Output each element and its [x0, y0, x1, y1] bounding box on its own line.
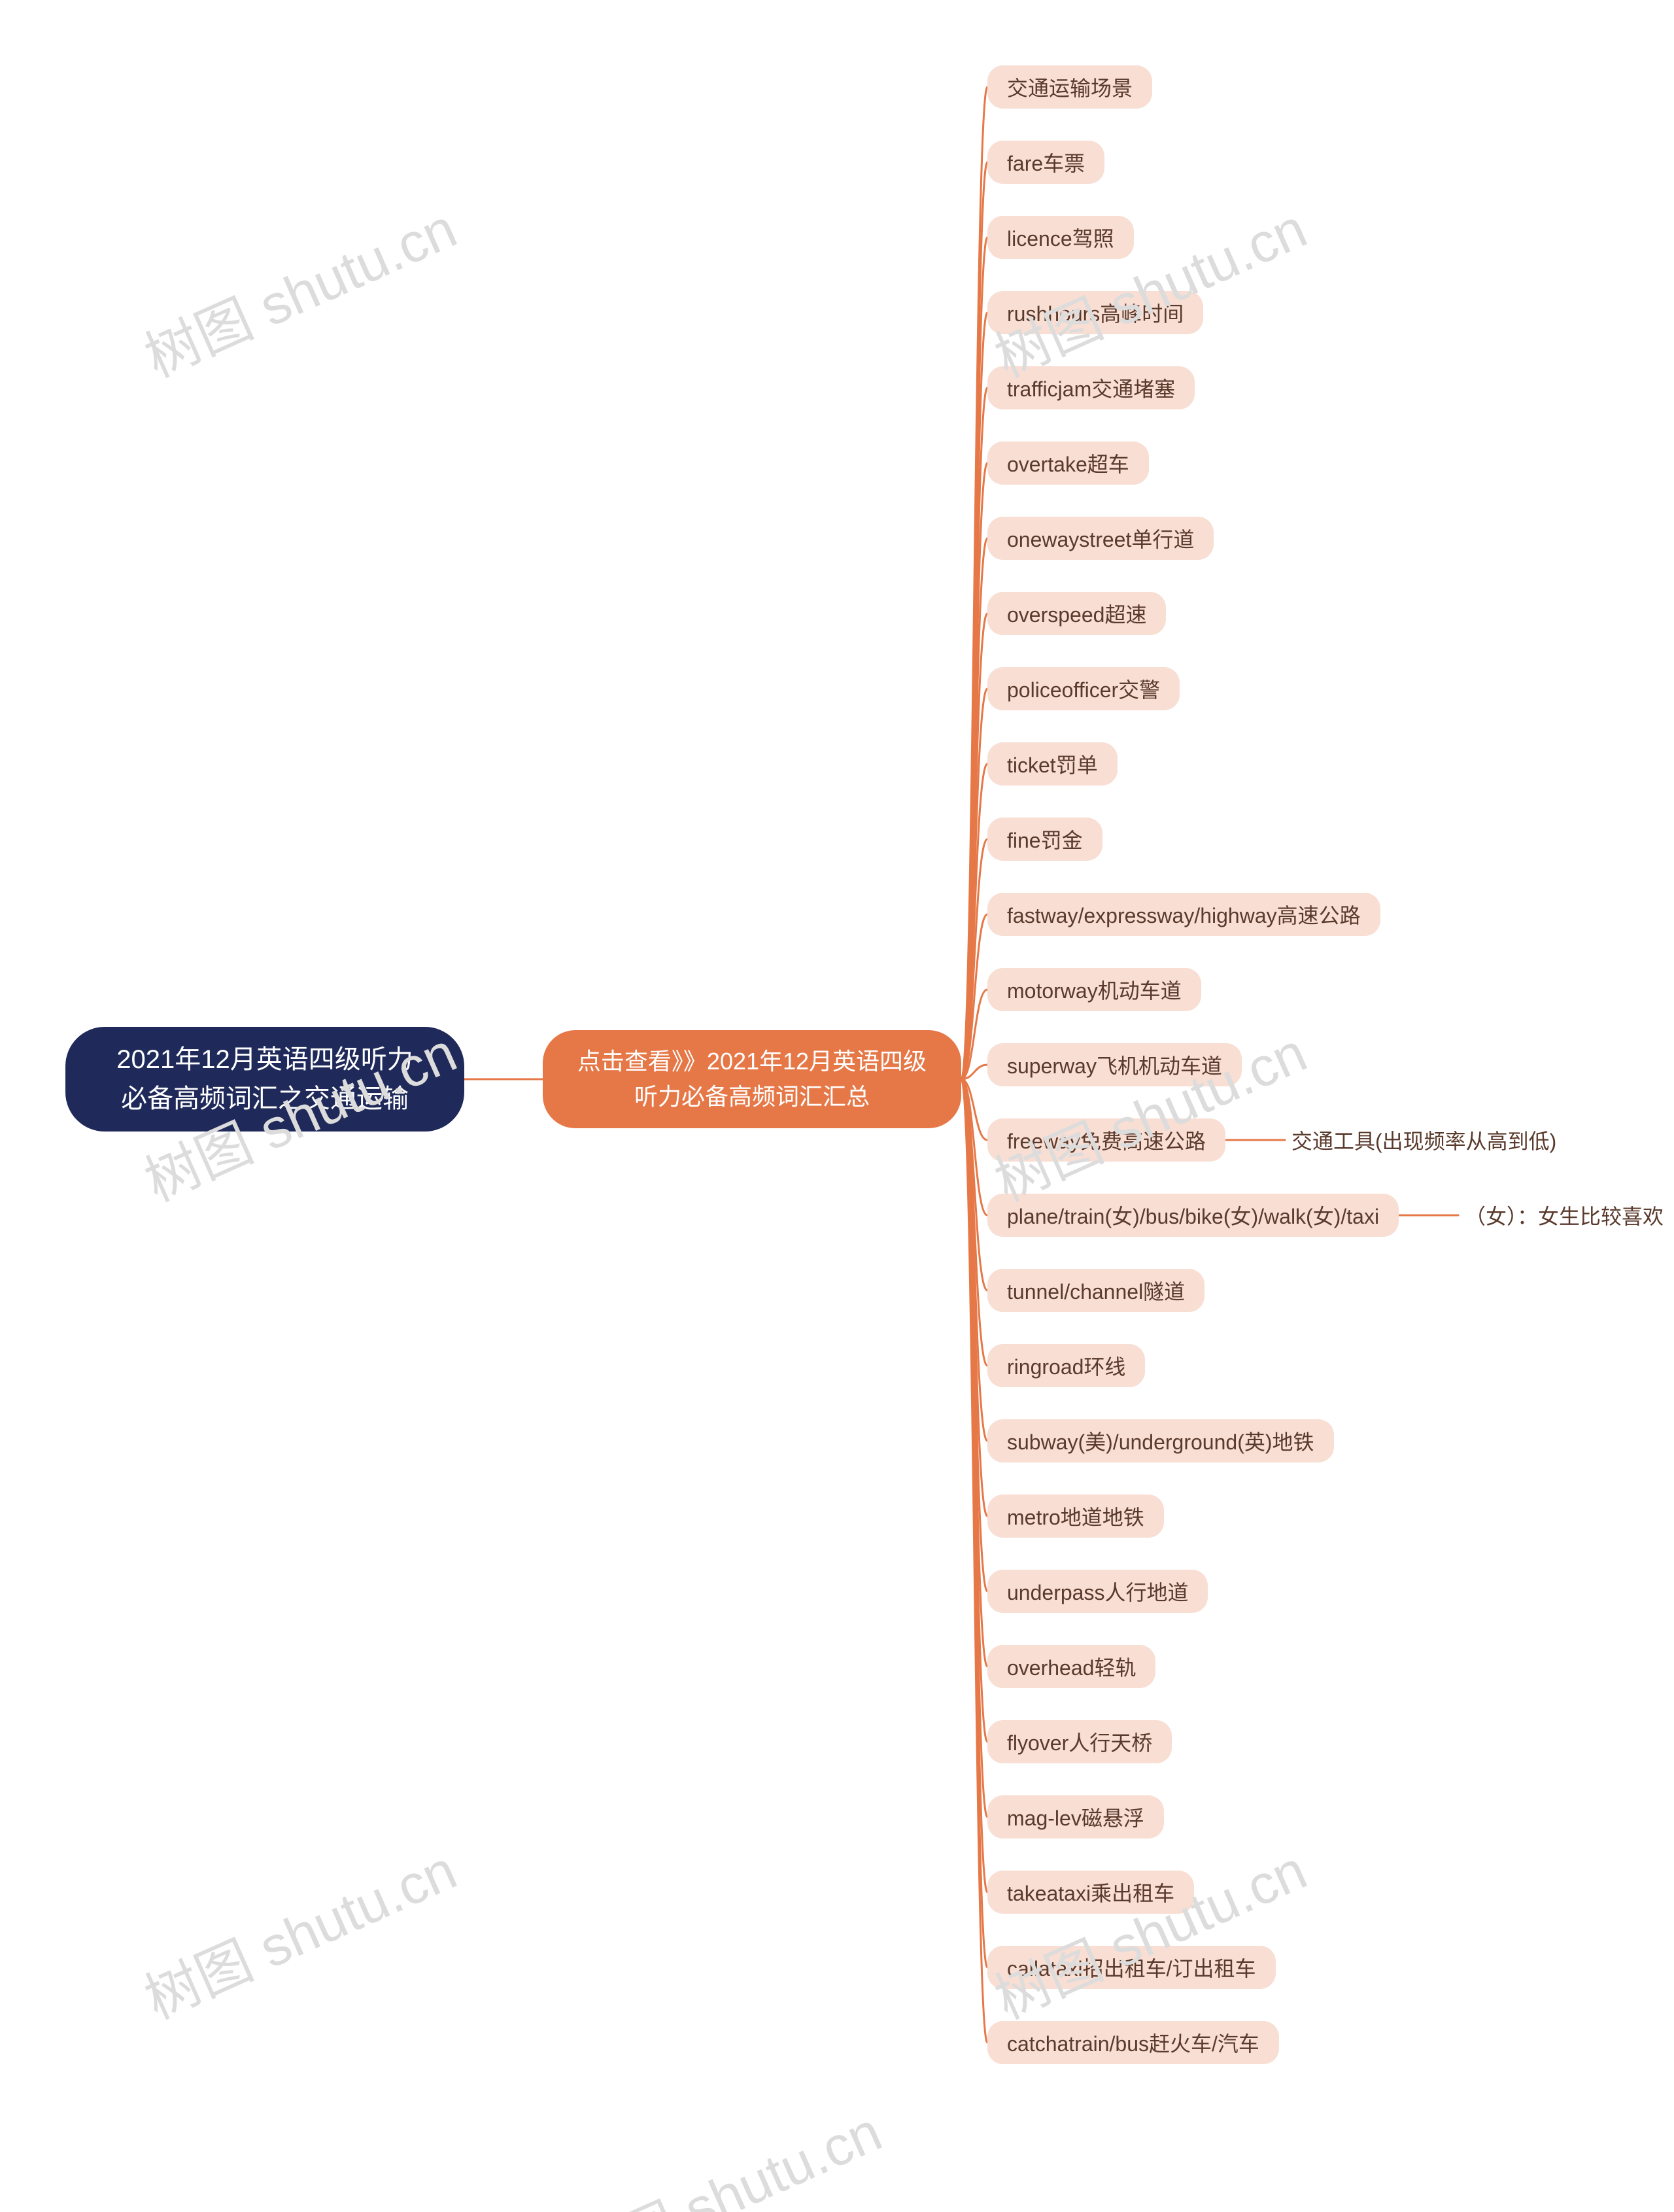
leaf-node[interactable]: superway飞机机动车道	[987, 1043, 1242, 1086]
leaf-node[interactable]: underpass人行地道	[987, 1570, 1208, 1613]
leaf-node[interactable]: motorway机动车道	[987, 968, 1201, 1011]
leaf-node[interactable]: plane/train(女)/bus/bike(女)/walk(女)/taxi	[987, 1194, 1399, 1237]
leaf-node[interactable]: catchatrain/bus赶火车/汽车	[987, 2021, 1279, 2064]
leaf-node[interactable]: fastway/expressway/highway高速公路	[987, 893, 1380, 936]
leaf-node[interactable]: mag-lev磁悬浮	[987, 1795, 1164, 1839]
leaf-node[interactable]: fare车票	[987, 141, 1104, 184]
leaf-child-node[interactable]: （女）：女生比较喜欢	[1465, 1194, 1664, 1237]
leaf-node[interactable]: overtake超车	[987, 441, 1149, 485]
leaf-child-node[interactable]: 交通工具(出现频率从高到低)	[1291, 1118, 1556, 1162]
leaf-node[interactable]: fine罚金	[987, 818, 1102, 861]
leaf-node[interactable]: tunnel/channel隧道	[987, 1269, 1204, 1312]
leaf-node[interactable]: takeataxi乘出租车	[987, 1871, 1194, 1914]
leaf-node[interactable]: overspeed超速	[987, 592, 1166, 635]
leaf-node[interactable]: licence驾照	[987, 216, 1134, 259]
leaf-node[interactable]: ringroad环线	[987, 1344, 1145, 1387]
leaf-node[interactable]: callataxi招出租车/订出租车	[987, 1946, 1276, 1989]
leaf-node[interactable]: freeway免费高速公路	[987, 1118, 1225, 1162]
leaf-node[interactable]: policeofficer交警	[987, 667, 1180, 710]
leaf-node[interactable]: metro地道地铁	[987, 1495, 1164, 1538]
leaf-node[interactable]: trafficjam交通堵塞	[987, 366, 1195, 409]
leaf-node[interactable]: flyover人行天桥	[987, 1720, 1172, 1763]
leaf-node[interactable]: subway(美)/underground(英)地铁	[987, 1419, 1334, 1462]
level1-node[interactable]: 点击查看》》2021年12月英语四级听力必备高频词汇汇总	[543, 1030, 961, 1128]
leaf-node[interactable]: rushhours高峰时间	[987, 291, 1203, 334]
root-node[interactable]: 2021年12月英语四级听力必备高频词汇之交通运输	[65, 1027, 464, 1132]
leaf-node[interactable]: overhead轻轨	[987, 1645, 1155, 1688]
leaf-node[interactable]: ticket罚单	[987, 742, 1118, 786]
leaf-node[interactable]: 交通运输场景	[987, 65, 1152, 109]
leaf-node[interactable]: onewaystreet单行道	[987, 517, 1214, 560]
